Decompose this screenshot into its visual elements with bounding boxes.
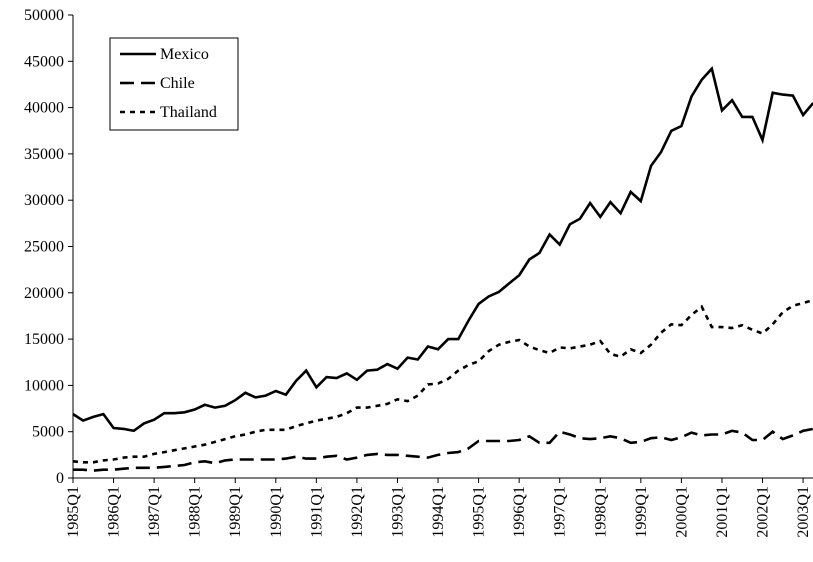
y-tick-label: 25000 bbox=[24, 239, 64, 256]
series-line bbox=[72, 66, 813, 433]
x-tick-label: 1994Q1 bbox=[430, 486, 447, 538]
x-tick-label: 1988Q1 bbox=[187, 486, 204, 538]
x-tick-label: 1985Q1 bbox=[65, 486, 82, 538]
series-line bbox=[73, 427, 813, 472]
x-tick-label: 1993Q1 bbox=[389, 486, 406, 538]
x-tick-label: 2001Q1 bbox=[714, 486, 731, 538]
legend-label: Mexico bbox=[160, 46, 209, 63]
x-tick-label: 2000Q1 bbox=[673, 486, 690, 538]
x-tick-label: 1992Q1 bbox=[349, 486, 366, 538]
x-tick-label: 1991Q1 bbox=[308, 486, 325, 538]
x-tick-label: 1996Q1 bbox=[511, 486, 528, 538]
y-tick-label: 0 bbox=[56, 470, 64, 487]
y-tick-label: 40000 bbox=[24, 100, 64, 117]
y-tick-label: 35000 bbox=[24, 146, 64, 163]
x-tick-label: 1997Q1 bbox=[552, 486, 569, 538]
y-tick-label: 45000 bbox=[24, 53, 64, 70]
x-tick-label: 2002Q1 bbox=[755, 486, 772, 538]
y-tick-label: 15000 bbox=[24, 331, 64, 348]
legend-label: Thailand bbox=[160, 104, 217, 121]
x-tick-label: 2003Q1 bbox=[795, 486, 812, 538]
x-tick-label: 1989Q1 bbox=[227, 486, 244, 538]
x-tick-label: 1990Q1 bbox=[268, 486, 285, 538]
x-tick-label: 1987Q1 bbox=[146, 486, 163, 538]
y-tick-label: 20000 bbox=[24, 285, 64, 302]
x-tick-label: 1999Q1 bbox=[633, 486, 650, 538]
x-tick-label: 1986Q1 bbox=[106, 486, 123, 538]
legend-label: Chile bbox=[160, 75, 195, 92]
y-tick-label: 10000 bbox=[24, 377, 64, 394]
y-tick-label: 5000 bbox=[32, 424, 64, 441]
x-tick-label: 1998Q1 bbox=[592, 486, 609, 538]
x-tick-label: 1995Q1 bbox=[471, 486, 488, 538]
y-tick-label: 30000 bbox=[24, 192, 64, 209]
y-tick-label: 50000 bbox=[24, 7, 64, 24]
series-line bbox=[72, 298, 813, 464]
